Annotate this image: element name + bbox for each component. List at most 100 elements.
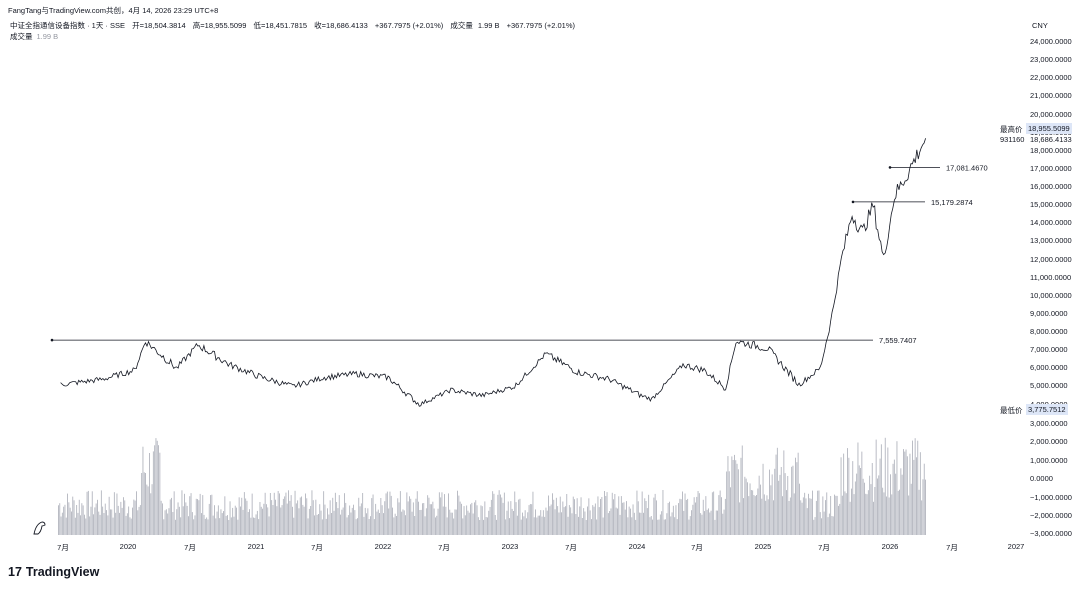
volume-bar — [609, 511, 611, 535]
volume-bar — [718, 495, 720, 535]
volume-bar — [648, 494, 650, 535]
volume-bar — [672, 505, 674, 535]
brand-logo[interactable]: 17 TradingView — [8, 565, 99, 579]
volume-bar — [64, 504, 66, 535]
volume-bar — [679, 498, 681, 535]
volume-bar — [663, 519, 665, 535]
volume-bar — [379, 513, 380, 535]
volume-bar — [357, 518, 358, 535]
volume-bar — [87, 490, 89, 535]
volume-bar — [74, 517, 76, 535]
volume-bar — [160, 500, 162, 535]
volume-bar — [901, 474, 903, 535]
volume-bar — [888, 497, 890, 535]
volume-bar — [178, 506, 180, 535]
volume-bar — [243, 492, 245, 535]
volume-bar — [806, 508, 808, 535]
volume-bar — [572, 496, 574, 535]
volume-bar — [510, 501, 512, 535]
volume-bar — [302, 504, 304, 535]
volume-tick-label: 0.0000 — [1030, 474, 1053, 484]
open-value: 开=18,504.3814 — [132, 21, 186, 30]
volume-bar — [193, 519, 195, 535]
volume-bar — [269, 493, 271, 535]
volume-bar — [267, 507, 269, 535]
volume-bar — [576, 498, 578, 535]
volume-bar — [263, 503, 265, 535]
volume-bar — [580, 497, 582, 535]
volume-bar — [908, 495, 910, 535]
volume-bar — [398, 502, 400, 535]
volume-bar — [289, 500, 291, 535]
volume-bar — [155, 438, 157, 535]
volume-bar — [548, 495, 549, 535]
volume-bar — [912, 440, 913, 535]
volume-bar — [65, 517, 67, 535]
volume-bar — [142, 446, 144, 535]
currency-label: CNY — [1032, 21, 1048, 30]
volume-bar — [549, 506, 551, 535]
volume-bar — [557, 506, 559, 535]
volume-bar — [799, 483, 800, 535]
volume-bar — [340, 514, 341, 535]
volume-row-label[interactable]: 成交量 — [10, 32, 33, 41]
volume-bar — [150, 493, 152, 535]
volume-bar — [299, 497, 301, 535]
volume-bar — [552, 493, 553, 535]
volume-bar — [566, 494, 568, 535]
volume-bar — [203, 514, 205, 535]
volume-bar — [871, 463, 873, 535]
volume-bar — [329, 500, 331, 535]
volume-bar — [821, 518, 822, 535]
volume-bar — [489, 507, 491, 535]
volume-bar — [633, 512, 635, 535]
volume-bar — [323, 491, 325, 535]
volume-bar — [490, 499, 492, 535]
volume-bar — [886, 496, 887, 535]
volume-tick-label: −2,000.0000 — [1030, 511, 1072, 520]
volume-bar — [211, 494, 213, 535]
volume-bar — [481, 506, 483, 535]
time-tick-label: 7月 — [311, 543, 323, 552]
volume-bar — [732, 460, 734, 535]
volume-bar — [355, 519, 357, 535]
ray-label: 17,081.4670 — [946, 163, 988, 172]
volume-row-value: 1.99 B — [36, 32, 59, 41]
volume-bar — [346, 517, 348, 535]
volume-bar — [383, 513, 384, 535]
volume-bar — [370, 516, 371, 535]
volume-bar — [514, 491, 516, 535]
volume-bar — [797, 452, 799, 535]
volume-bar — [276, 506, 278, 535]
volume-bar — [845, 493, 847, 535]
volume-bar — [583, 508, 585, 535]
volume-bar — [826, 492, 828, 535]
price-tick-label: 5,000.0000 — [1030, 381, 1068, 391]
volume-bar — [137, 510, 139, 535]
volume-bar — [450, 512, 452, 535]
volume-bar — [877, 478, 878, 535]
price-tick-label: 18,000.0000 — [1030, 145, 1072, 155]
volume-bar — [897, 490, 899, 535]
volume-bar — [691, 510, 692, 535]
volume-bar — [874, 487, 876, 535]
volume-bar — [793, 493, 795, 535]
volume-bar — [605, 496, 607, 535]
volume-bar — [831, 516, 833, 535]
symbol-label[interactable]: 中证全指通信设备指数 · 1天 · SSE — [10, 21, 126, 30]
volume-bar — [710, 510, 712, 535]
volume-bar — [903, 449, 904, 535]
low-price-label: 最低价 — [1000, 406, 1023, 415]
volume-bar — [441, 492, 443, 535]
volume-bar — [645, 501, 647, 535]
volume-bar — [298, 508, 300, 535]
volume-bar — [568, 505, 570, 535]
countdown-tag: 931160 — [1000, 135, 1025, 144]
volume-bar — [780, 467, 782, 535]
volume-bar — [773, 500, 774, 535]
volume-bar — [905, 449, 907, 535]
volume-bar — [483, 519, 484, 535]
dinosaur-icon — [33, 521, 46, 535]
volume-bar — [250, 517, 252, 535]
